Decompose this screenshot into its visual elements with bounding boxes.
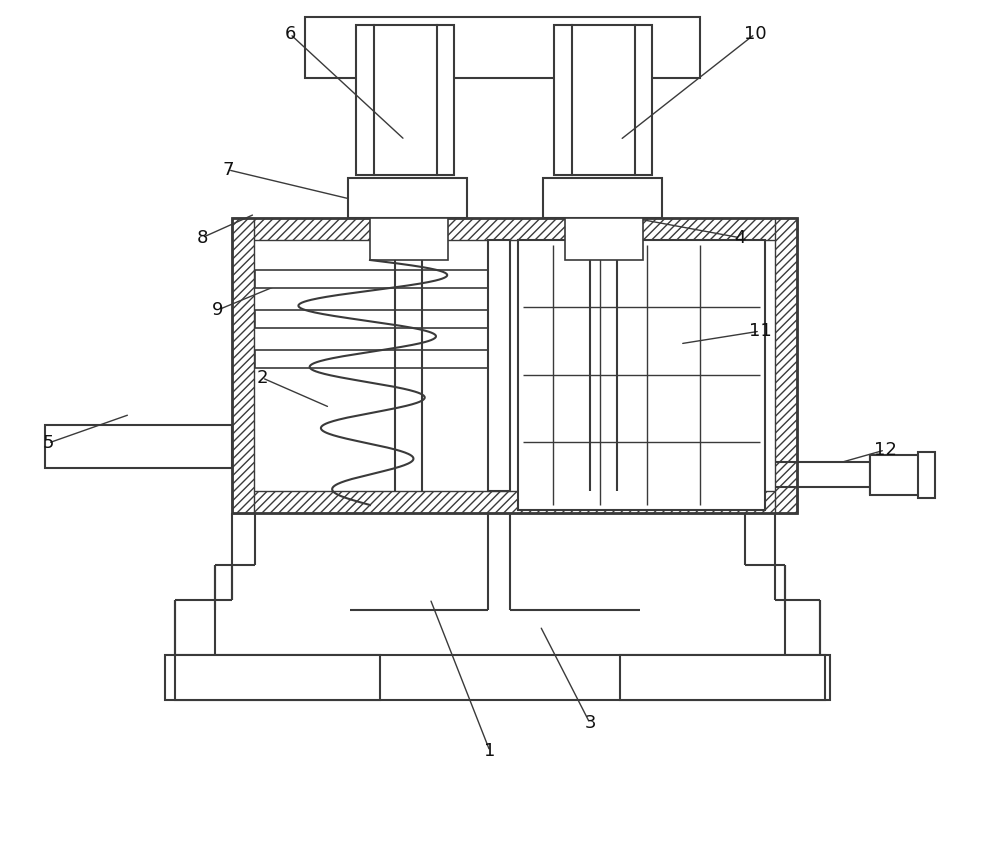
Text: 1: 1	[484, 742, 496, 761]
Text: 2: 2	[256, 368, 268, 387]
Bar	[356, 25, 454, 175]
Text: 12: 12	[874, 441, 896, 459]
Text: 3: 3	[584, 714, 596, 733]
Text: 6: 6	[284, 25, 296, 43]
Bar	[45, 425, 232, 468]
Text: 11: 11	[749, 322, 771, 340]
Bar	[518, 240, 765, 510]
Bar	[255, 350, 490, 368]
Bar	[348, 178, 467, 218]
Bar	[255, 270, 490, 288]
Bar	[370, 218, 448, 260]
Bar	[175, 655, 380, 700]
Bar	[165, 655, 830, 700]
Bar	[488, 240, 510, 491]
Bar	[232, 218, 254, 513]
Bar	[554, 25, 652, 175]
Bar	[232, 491, 797, 513]
Text: 4: 4	[734, 228, 746, 247]
Bar	[232, 218, 797, 513]
Text: 10: 10	[744, 25, 766, 43]
Bar	[775, 218, 797, 513]
Bar	[232, 218, 797, 240]
Text: 5: 5	[42, 434, 54, 453]
Bar	[620, 655, 825, 700]
Bar	[918, 452, 935, 498]
Bar	[305, 17, 700, 78]
Text: 7: 7	[222, 160, 234, 179]
Bar	[870, 455, 930, 495]
Text: 9: 9	[212, 301, 224, 319]
Bar	[255, 310, 490, 328]
Bar	[565, 218, 643, 260]
Bar	[543, 178, 662, 218]
Text: 8: 8	[196, 228, 208, 247]
